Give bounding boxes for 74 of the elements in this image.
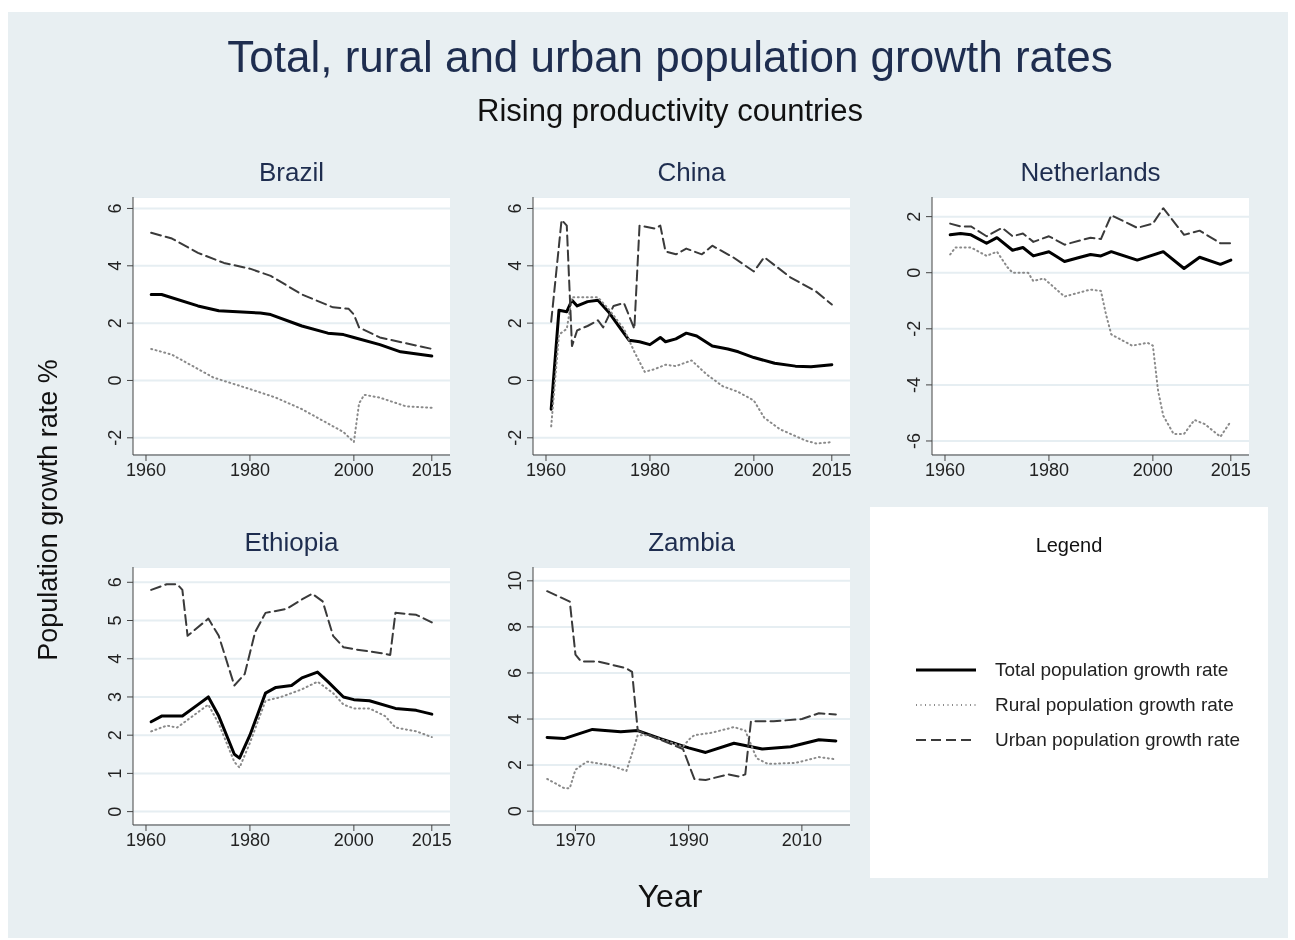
y-tick-label: 4 bbox=[505, 714, 525, 725]
y-tick-label: 0 bbox=[904, 267, 924, 278]
y-tick-label: 0 bbox=[105, 806, 125, 817]
x-tick-label: 1960 bbox=[924, 459, 966, 480]
x-tick-label: 2000 bbox=[1132, 459, 1173, 480]
y-tick-label: 4 bbox=[105, 260, 125, 271]
text: Population growth rate % bbox=[32, 359, 64, 661]
line-series bbox=[150, 680, 433, 769]
y-tick-label: 6 bbox=[105, 203, 125, 214]
line-series bbox=[546, 726, 837, 790]
legend-label: Rural population growth rate bbox=[995, 694, 1234, 716]
y-tick-label: 3 bbox=[105, 691, 125, 702]
line-series bbox=[546, 590, 837, 782]
y-tick-label: 4 bbox=[505, 260, 525, 271]
line-series bbox=[149, 292, 434, 358]
legend-label: Total population growth rate bbox=[995, 659, 1229, 681]
line-series bbox=[550, 218, 833, 348]
x-tick-label: 2015 bbox=[411, 459, 452, 480]
x-tick-label: 1970 bbox=[555, 829, 596, 850]
line-series bbox=[150, 583, 433, 687]
y-tick-label: 0 bbox=[105, 375, 125, 386]
x-tick-label: 2000 bbox=[333, 829, 374, 850]
y-tick-label: 6 bbox=[505, 667, 525, 678]
x-tick-label: 2015 bbox=[1210, 459, 1251, 480]
y-tick-label: 2 bbox=[105, 318, 125, 329]
x-tick-label: 2015 bbox=[411, 829, 452, 850]
y-tick-label: 2 bbox=[904, 211, 924, 222]
line-series bbox=[150, 347, 433, 444]
y-tick-label: -2 bbox=[904, 320, 924, 337]
chart-title: Ethiopia bbox=[243, 527, 340, 558]
y-tick-label: -2 bbox=[105, 429, 125, 446]
text: Rising productivity countries bbox=[476, 93, 864, 129]
text: Total, rural and urban population growth rates bbox=[226, 32, 1114, 82]
y-tick-label: 0 bbox=[505, 806, 525, 817]
chart-title: Brazil bbox=[258, 157, 325, 188]
y-tick-label: 2 bbox=[505, 760, 525, 771]
line-series bbox=[150, 231, 433, 350]
legend-title: Legend bbox=[1034, 534, 1104, 557]
line-series bbox=[549, 298, 834, 411]
chart-title: Netherlands bbox=[1019, 157, 1162, 188]
x-tick-label: 2000 bbox=[333, 459, 374, 480]
x-tick-label: 1960 bbox=[525, 459, 567, 480]
x-tick-label: 1960 bbox=[125, 459, 167, 480]
x-tick-label: 2010 bbox=[781, 829, 822, 850]
y-tick-label: 2 bbox=[105, 730, 125, 741]
y-tick-label: -2 bbox=[505, 429, 525, 446]
y-tick-label: 6 bbox=[505, 203, 525, 214]
y-tick-label: 10 bbox=[505, 570, 525, 591]
chart-title: Zambia bbox=[647, 527, 736, 558]
line-series bbox=[550, 296, 833, 445]
x-tick-label: 1980 bbox=[229, 829, 270, 850]
x-tick-label: 1980 bbox=[1028, 459, 1069, 480]
x-tick-label: 1980 bbox=[629, 459, 670, 480]
y-tick-label: 1 bbox=[105, 768, 125, 779]
line-series bbox=[949, 246, 1232, 438]
y-tick-label: -6 bbox=[904, 432, 924, 449]
line-series bbox=[149, 670, 434, 760]
y-tick-label: 2 bbox=[505, 318, 525, 329]
y-tick-label: 4 bbox=[105, 653, 125, 664]
y-tick-label: 0 bbox=[505, 375, 525, 386]
line-series bbox=[949, 207, 1232, 246]
legend-label: Urban population growth rate bbox=[995, 729, 1241, 751]
line-series bbox=[948, 231, 1233, 271]
y-tick-label: -4 bbox=[904, 376, 924, 393]
x-tick-label: 2015 bbox=[811, 459, 852, 480]
x-tick-label: 2000 bbox=[733, 459, 774, 480]
x-tick-label: 1990 bbox=[668, 829, 709, 850]
text: Year bbox=[636, 878, 704, 915]
y-tick-label: 6 bbox=[105, 577, 125, 588]
y-tick-label: 5 bbox=[105, 615, 125, 626]
chart-title: China bbox=[656, 157, 727, 188]
x-tick-label: 1980 bbox=[229, 459, 270, 480]
y-tick-label: 8 bbox=[505, 621, 525, 632]
x-tick-label: 1960 bbox=[125, 829, 167, 850]
